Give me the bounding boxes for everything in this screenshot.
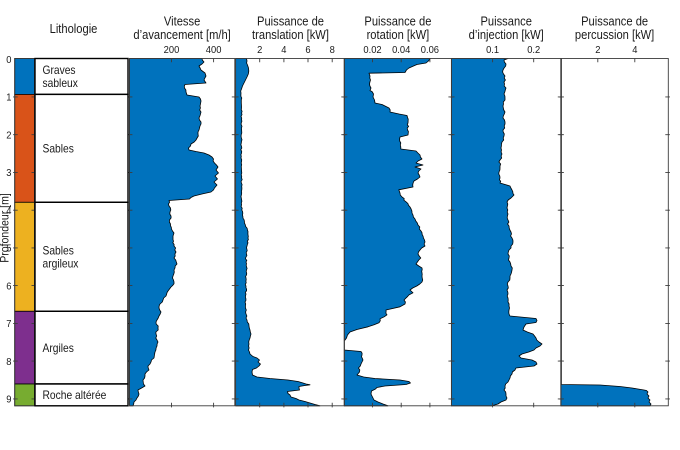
svg-text:200: 200: [164, 45, 180, 57]
svg-text:Profondeur [m]: Profondeur [m]: [0, 193, 12, 263]
svg-text:8: 8: [6, 356, 12, 368]
svg-text:Vitesse: Vitesse: [164, 14, 201, 29]
svg-text:argileux: argileux: [43, 258, 79, 271]
svg-text:Puissance de: Puissance de: [581, 14, 648, 29]
svg-text:Graves: Graves: [43, 64, 77, 77]
svg-text:7: 7: [6, 319, 12, 331]
svg-text:400: 400: [206, 45, 222, 57]
svg-text:Lithologie: Lithologie: [50, 22, 98, 37]
svg-text:d’avancement [m/h]: d’avancement [m/h]: [133, 28, 230, 43]
svg-text:2: 2: [257, 45, 263, 57]
svg-text:0.2: 0.2: [527, 45, 540, 57]
svg-text:Puissance: Puissance: [480, 14, 532, 29]
svg-text:9: 9: [6, 394, 12, 406]
svg-text:0: 0: [6, 55, 12, 67]
svg-text:percussion [kW]: percussion [kW]: [575, 28, 654, 43]
svg-text:2: 2: [6, 130, 12, 142]
svg-text:rotation [kW]: rotation [kW]: [367, 28, 430, 43]
svg-text:4: 4: [281, 45, 287, 57]
svg-text:6: 6: [6, 281, 12, 293]
svg-text:0.04: 0.04: [392, 45, 411, 57]
svg-text:4: 4: [632, 45, 638, 57]
svg-text:5: 5: [6, 243, 12, 255]
svg-text:translation [kW]: translation [kW]: [252, 28, 329, 43]
svg-text:d’injection [kW]: d’injection [kW]: [469, 28, 544, 43]
svg-text:3: 3: [6, 168, 12, 180]
svg-text:Puissance de: Puissance de: [257, 14, 324, 29]
svg-text:6: 6: [305, 45, 311, 57]
svg-text:Roche altérée: Roche altérée: [43, 390, 107, 403]
svg-text:1: 1: [6, 92, 12, 104]
svg-text:sableux: sableux: [43, 78, 79, 91]
svg-text:Puissance de: Puissance de: [364, 14, 431, 29]
svg-text:8: 8: [330, 45, 336, 57]
svg-text:Argiles: Argiles: [43, 342, 75, 355]
svg-text:0.06: 0.06: [421, 45, 440, 57]
svg-text:Sables: Sables: [43, 143, 75, 156]
svg-text:0.1: 0.1: [486, 45, 499, 57]
svg-text:4: 4: [6, 206, 12, 218]
svg-text:0.02: 0.02: [363, 45, 382, 57]
svg-text:Sables: Sables: [43, 245, 75, 258]
svg-text:2: 2: [595, 45, 601, 57]
